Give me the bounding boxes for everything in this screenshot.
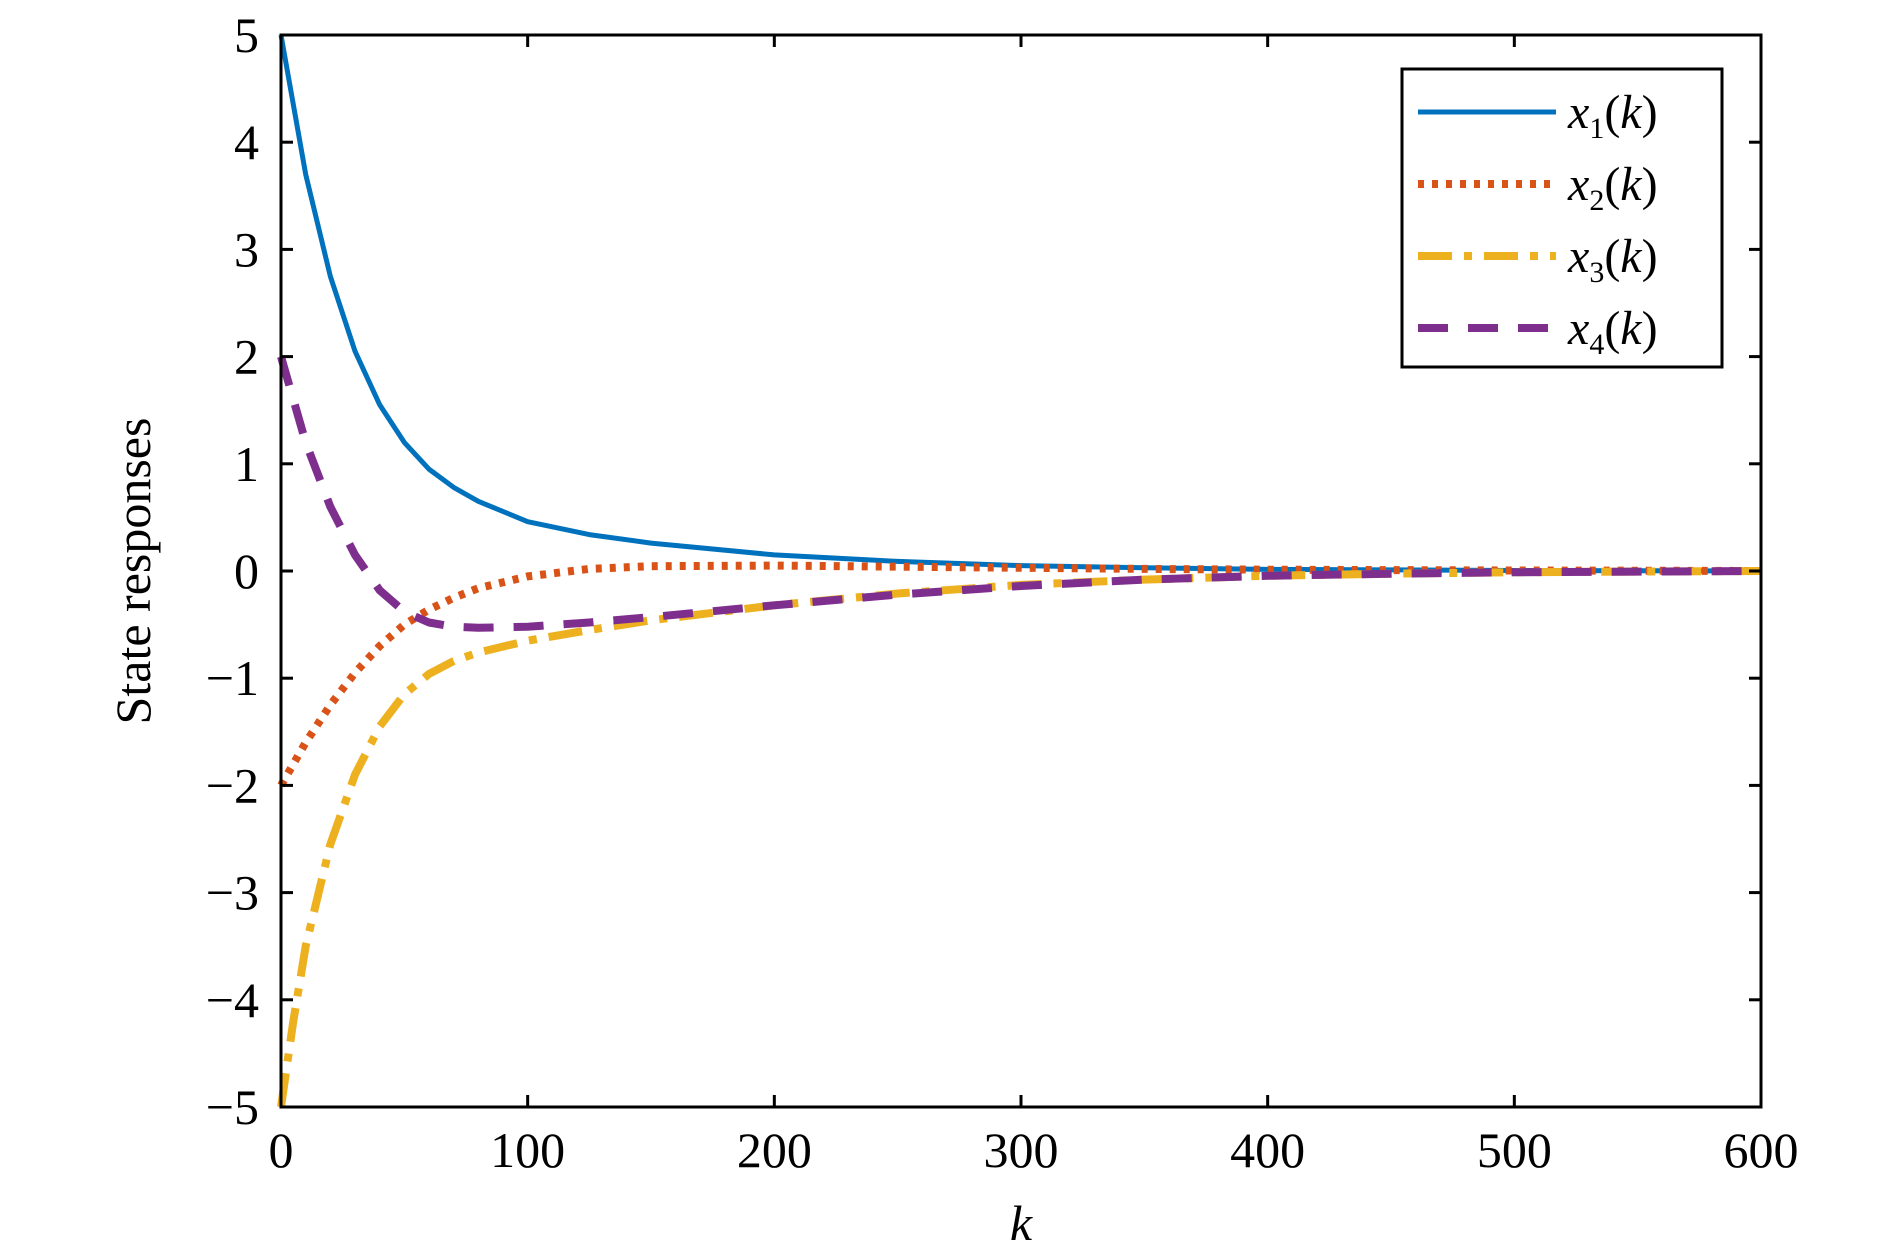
series-line-x1 bbox=[278, 34, 1762, 574]
y-tick-label: −4 bbox=[206, 972, 259, 1028]
series-layer bbox=[277, 34, 1762, 1108]
x-tick-label: 500 bbox=[1477, 1122, 1552, 1178]
series-line-x4 bbox=[277, 355, 1762, 632]
legend-label-x3: x3(k) bbox=[1567, 230, 1658, 289]
x-tick-label: 100 bbox=[490, 1122, 565, 1178]
y-axis-label: State responses bbox=[105, 418, 161, 725]
x-tick-label: 600 bbox=[1724, 1122, 1799, 1178]
legend-box bbox=[1400, 67, 1724, 369]
x-tick-label: 0 bbox=[269, 1122, 294, 1178]
series-line-x3 bbox=[277, 567, 1762, 1108]
x-tick-label: 400 bbox=[1230, 1122, 1305, 1178]
y-tick-label: 0 bbox=[234, 543, 259, 599]
y-tick-label: −5 bbox=[206, 1079, 259, 1135]
legend-label-x1: x1(k) bbox=[1567, 86, 1658, 145]
y-tick-label: 1 bbox=[234, 436, 259, 492]
x-tick-label: 200 bbox=[737, 1122, 812, 1178]
y-tick-label: 4 bbox=[234, 114, 259, 170]
legend-label-x2: x2(k) bbox=[1567, 158, 1658, 217]
y-tick-label: −1 bbox=[206, 650, 259, 706]
x-axis-label: k bbox=[1010, 1195, 1033, 1251]
y-tick-label: −3 bbox=[206, 865, 259, 921]
y-tick-label: 2 bbox=[234, 329, 259, 385]
y-tick-label: −2 bbox=[206, 757, 259, 813]
y-tick-label: 3 bbox=[234, 221, 259, 277]
legend-label-x4: x4(k) bbox=[1567, 302, 1658, 361]
x-tick-label: 300 bbox=[984, 1122, 1059, 1178]
y-tick-label: 5 bbox=[234, 7, 259, 63]
tick-layer: 0 100 200 300 400 500 600 5 4 3 2 1 0 −1 −2 −3 −4 −5 bbox=[206, 7, 1799, 1178]
legend: x1(k) x2(k) x3(k) x4(k) bbox=[1400, 67, 1724, 369]
